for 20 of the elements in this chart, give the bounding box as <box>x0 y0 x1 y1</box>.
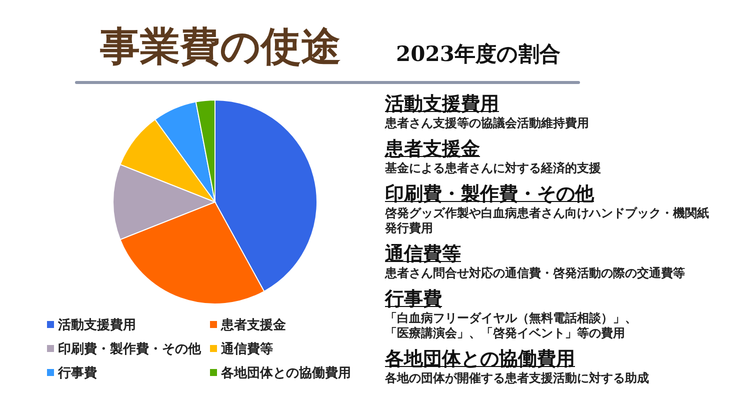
legend-label: 各地団体との協働費用 <box>221 366 351 381</box>
category-label: 行事費 <box>385 288 442 310</box>
text: 患者さん支援等の協議会活動維持費用 <box>385 116 590 131</box>
category-label: 通信費等 <box>385 243 461 265</box>
category-label: 印刷費・製作費・その他 <box>385 183 594 205</box>
chart-title: 事業費の使途 <box>100 22 341 72</box>
category-label: 各地団体との協働費用 <box>385 348 575 370</box>
legend-label: 行事費 <box>58 366 97 381</box>
text: 基金による患者さんに対する経済的支援 <box>385 161 602 176</box>
chart-subtitle: 2023年度の割合 <box>396 40 560 68</box>
legend-label: 活動支援費用 <box>58 318 136 333</box>
legend-label: 印刷費・製作費・その他 <box>58 342 201 357</box>
text: 「白血病フリーダイヤル（無料電話相談）」、「医療講演会」、「啓発イベント」等の費用 <box>385 311 638 341</box>
legend-label: 通信費等 <box>221 342 273 357</box>
slice-label: 活動支援費用 <box>385 92 499 116</box>
category-label: 患者支援金 <box>385 138 480 160</box>
text: 各地の団体が開催する患者支援活動に対する助成 <box>385 371 650 386</box>
text: 啓発グッズ作製や白血病患者さん向けハンドブック・機関紙発行費用 <box>385 206 710 236</box>
legend-label: 患者支援金 <box>221 318 286 333</box>
text: 患者さん問合せ対応の通信費・啓発活動の際の交通費等 <box>385 266 686 281</box>
